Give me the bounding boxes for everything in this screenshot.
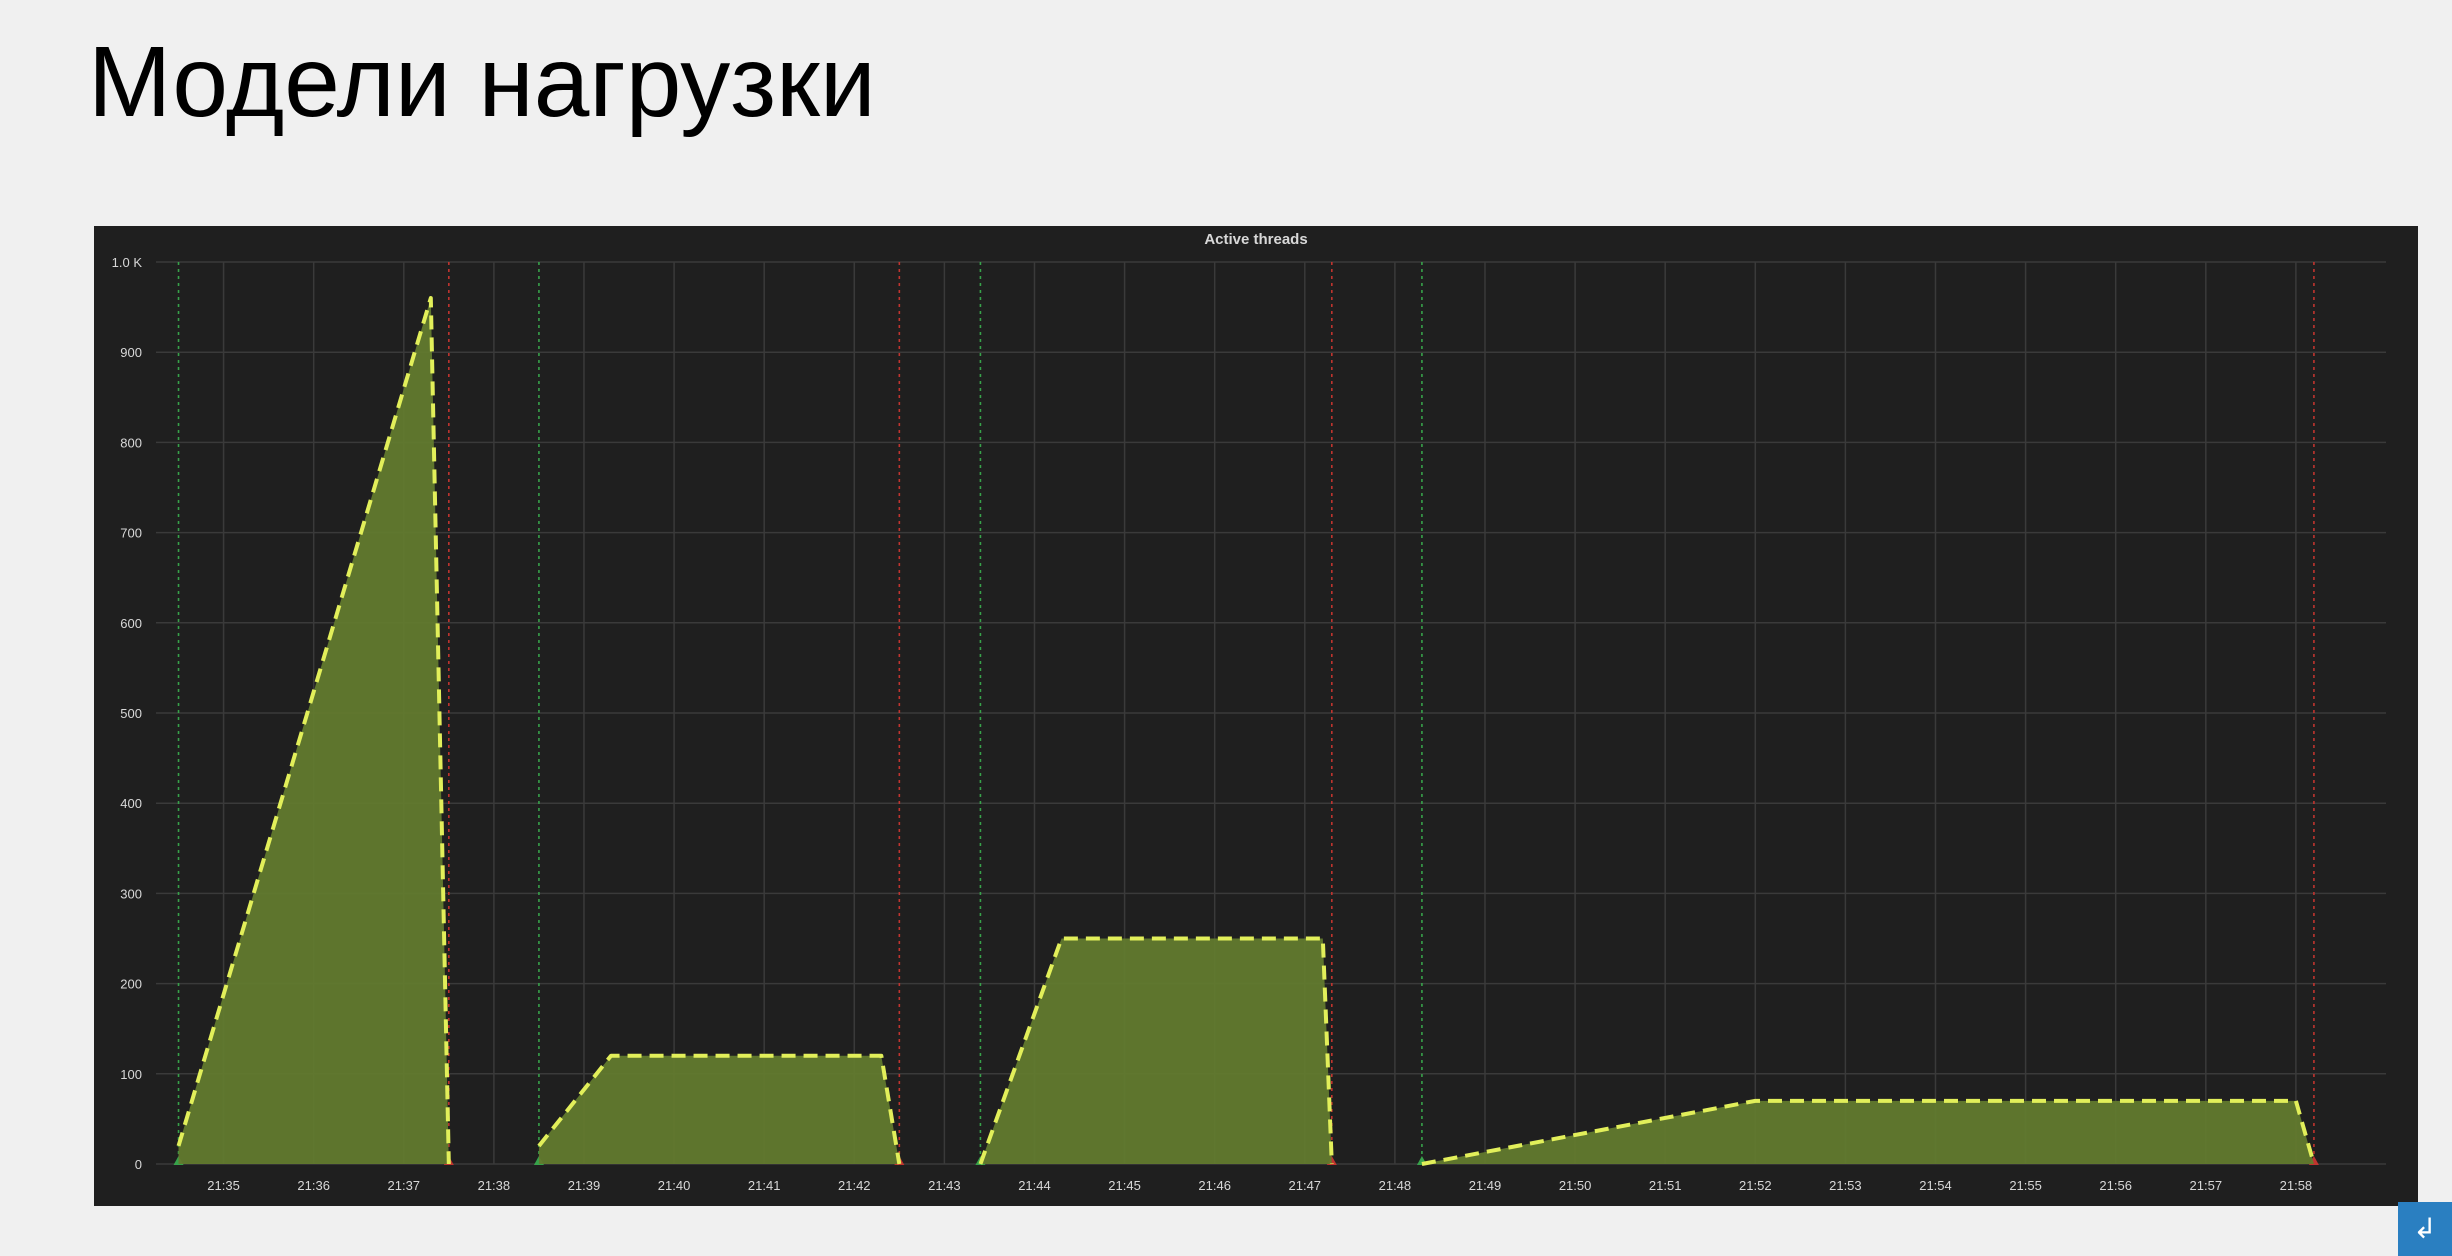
active-threads-chart: 0 100 200 300 400 500 600 700 800 900 1.0 K 21:35 21…	[112, 231, 2386, 1193]
slide-title: Модели нагрузки	[88, 26, 876, 138]
x-tick-label: 21:50	[1559, 1178, 1592, 1193]
series-line-2	[537, 1053, 902, 1165]
series-area-1	[178, 298, 449, 1164]
series-line-1	[176, 296, 451, 1165]
x-tick-label: 21:44	[1018, 1178, 1051, 1193]
x-tick-label: 21:38	[478, 1178, 511, 1193]
y-tick-label: 400	[120, 796, 142, 811]
x-tick-label: 21:42	[838, 1178, 871, 1193]
x-tick-label: 21:51	[1649, 1178, 1682, 1193]
x-tick-label: 21:53	[1829, 1178, 1862, 1193]
x-tick-label: 21:39	[568, 1178, 601, 1193]
download-arrow-icon[interactable]: ↲	[2398, 1202, 2452, 1256]
x-tick-label: 21:47	[1289, 1178, 1322, 1193]
x-tick-label: 21:41	[748, 1178, 781, 1193]
y-tick-label: 500	[120, 706, 142, 721]
series-area-4	[1421, 1100, 2314, 1164]
y-tick-label: 200	[120, 977, 142, 992]
y-tick-label: 700	[120, 526, 142, 541]
chart-title: Active threads	[1204, 231, 1307, 248]
x-tick-label: 21:43	[928, 1178, 961, 1193]
series-area-2	[538, 1055, 900, 1164]
y-tick-label: 1.0 K	[112, 255, 143, 270]
x-tick-label: 21:45	[1108, 1178, 1141, 1193]
x-tick-label: 21:36	[297, 1178, 330, 1193]
x-tick-label: 21:52	[1739, 1178, 1772, 1193]
y-tick-label: 900	[120, 345, 142, 360]
x-tick-label: 21:37	[388, 1178, 421, 1193]
x-tick-label: 21:55	[2009, 1178, 2042, 1193]
x-tick-label: 21:56	[2099, 1178, 2132, 1193]
series-line-3	[978, 936, 1334, 1165]
x-tick-label: 21:40	[658, 1178, 691, 1193]
chart-panel: 0 100 200 300 400 500 600 700 800 900 1.0 K 21:35 21…	[94, 226, 2418, 1206]
x-tick-label: 21:35	[207, 1178, 240, 1193]
x-tick-label: 21:48	[1379, 1178, 1412, 1193]
y-tick-label: 300	[120, 886, 142, 901]
x-tick-label: 21:58	[2280, 1178, 2313, 1193]
y-tick-label: 600	[120, 616, 142, 631]
x-tick-label: 21:54	[1919, 1178, 1952, 1193]
y-tick-label: 800	[120, 435, 142, 450]
x-tick-label: 21:46	[1198, 1178, 1231, 1193]
series-area-3	[980, 938, 1332, 1164]
x-tick-label: 21:49	[1469, 1178, 1502, 1193]
x-tick-label: 21:57	[2190, 1178, 2223, 1193]
series-line-4	[1421, 1098, 2316, 1166]
y-tick-label: 0	[135, 1157, 142, 1172]
y-tick-label: 100	[120, 1067, 142, 1082]
